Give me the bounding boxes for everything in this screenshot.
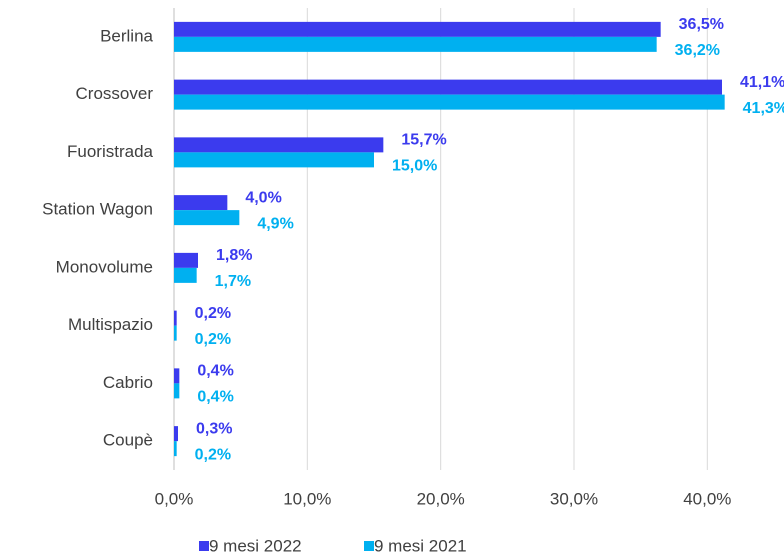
bar (174, 210, 240, 226)
bar (174, 36, 657, 52)
bar (174, 325, 177, 341)
data-label: 36,5% (679, 16, 724, 33)
y-tick-label: Station Wagon (42, 200, 153, 219)
legend-swatch (364, 541, 374, 551)
data-label: 0,2% (195, 305, 231, 322)
bar (174, 267, 197, 283)
x-tick-label: 10,0% (283, 489, 331, 508)
y-tick-label: Multispazio (68, 315, 153, 334)
bar (174, 252, 198, 268)
x-tick-label: 0,0% (155, 489, 194, 508)
y-tick-label: Monovolume (56, 257, 153, 276)
bar (174, 368, 180, 384)
x-tick-label: 20,0% (417, 489, 465, 508)
y-tick-label: Coupè (103, 431, 153, 450)
y-tick-label: Crossover (76, 84, 154, 103)
bar (174, 195, 228, 211)
y-tick-label: Berlina (100, 26, 153, 45)
y-tick-label: Cabrio (103, 373, 153, 392)
bar (174, 383, 180, 399)
data-label: 0,2% (195, 446, 231, 463)
bar (174, 137, 384, 153)
data-label: 15,7% (401, 132, 446, 149)
bar (174, 441, 177, 457)
bar (174, 310, 177, 326)
bar (174, 152, 374, 168)
data-label: 15,0% (392, 158, 437, 175)
bar (174, 21, 661, 37)
x-tick-label: 30,0% (550, 489, 598, 508)
data-label: 41,1% (740, 74, 784, 91)
y-tick-label: Fuoristrada (67, 142, 154, 161)
bar (174, 79, 722, 95)
data-label: 1,7% (215, 273, 251, 290)
data-label: 41,3% (743, 100, 784, 117)
data-label: 4,9% (257, 215, 293, 232)
data-label: 36,2% (675, 42, 720, 59)
data-label: 0,4% (197, 363, 233, 380)
data-label: 0,4% (197, 389, 233, 406)
legend-label: 9 mesi 2021 (374, 536, 467, 555)
data-label: 0,2% (195, 331, 231, 348)
legend-label: 9 mesi 2022 (209, 536, 302, 555)
data-label: 4,0% (245, 189, 281, 206)
bar (174, 426, 178, 442)
data-label: 1,8% (216, 247, 252, 264)
legend-swatch (199, 541, 209, 551)
x-tick-label: 40,0% (683, 489, 731, 508)
bar (174, 94, 725, 110)
data-label: 0,3% (196, 420, 232, 437)
